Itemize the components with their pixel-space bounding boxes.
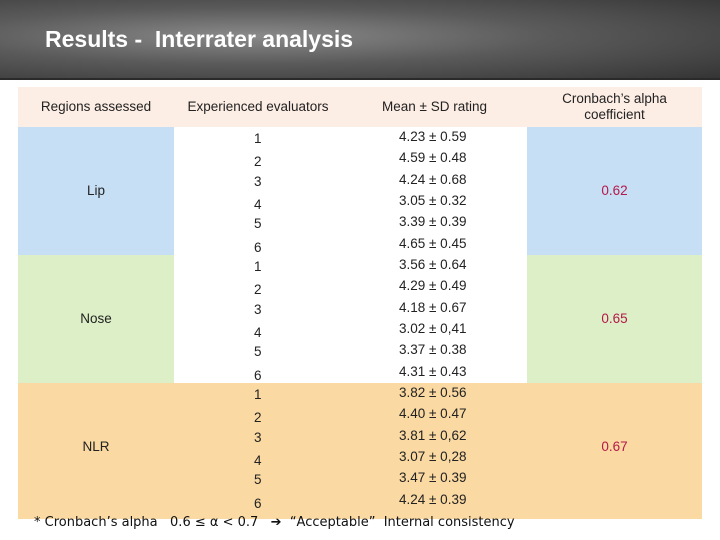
mean-sd-rating: 4.18 ± 0.67 <box>399 299 467 315</box>
evaluator-number: 3 <box>254 173 262 189</box>
region-label: Lip <box>86 182 105 198</box>
mean-sd-rating: 3.02 ± 0,41 <box>399 320 467 336</box>
mean-sd-rating: 3.81 ± 0,62 <box>399 427 467 443</box>
header-row-background <box>18 87 702 127</box>
mean-sd-rating: 4.24 ± 0.68 <box>399 171 467 187</box>
evaluator-number: 5 <box>254 472 262 488</box>
mean-sd-rating: 4.29 ± 0.49 <box>399 278 467 294</box>
alpha-value: 0.65 <box>601 310 628 326</box>
header-mean-sd-rating: Mean ± SD rating <box>382 99 487 114</box>
evaluator-number: 5 <box>254 344 262 360</box>
region-lip-background <box>18 127 174 255</box>
evaluator-number: 4 <box>254 324 262 340</box>
evaluator-number: 3 <box>254 301 262 317</box>
mean-sd-rating: 4.59 ± 0.48 <box>399 150 467 166</box>
evaluator-number: 6 <box>254 367 262 383</box>
mean-sd-rating: 3.56 ± 0.64 <box>399 256 467 272</box>
alpha-value: 0.62 <box>601 182 628 198</box>
header-regions-assessed: Regions assessed <box>40 99 152 114</box>
mean-sd-rating: 4.40 ± 0.47 <box>399 406 467 422</box>
region-label: NLR <box>82 438 110 454</box>
alpha-nlr-background <box>527 382 702 519</box>
header-cronbach-alpha: Cronbach’s alpha coefficient <box>562 91 667 122</box>
mean-sd-rating: 3.39 ± 0.39 <box>399 214 467 230</box>
region-nlr-background <box>18 382 174 519</box>
mean-sd-rating: 3.07 ± 0,28 <box>399 448 467 464</box>
mean-sd-rating: 3.47 ± 0.39 <box>399 470 467 486</box>
evaluator-number: 2 <box>254 154 262 170</box>
evaluator-number: 2 <box>254 410 262 426</box>
mean-sd-rating: 3.05 ± 0.32 <box>399 192 467 208</box>
mean-sd-rating: 4.24 ± 0.39 <box>399 491 467 507</box>
mean-sd-rating: 4.65 ± 0.45 <box>399 235 467 251</box>
evaluator-number: 4 <box>254 452 262 468</box>
mean-sd-rating: 4.23 ± 0.59 <box>399 129 467 144</box>
evaluator-number: 1 <box>254 131 262 146</box>
alpha-lip-background <box>527 127 702 255</box>
mean-sd-rating: 3.37 ± 0.38 <box>399 342 467 358</box>
evaluator-number: 4 <box>254 196 262 212</box>
region-nose-background <box>18 254 174 383</box>
mean-sd-rating: 3.82 ± 0.56 <box>399 384 467 400</box>
evaluator-number: 6 <box>254 239 262 255</box>
evaluator-number: 5 <box>254 216 262 232</box>
region-label: Nose <box>80 310 112 326</box>
evaluator-number: 1 <box>254 386 262 402</box>
title-bar: Results - Interrater analysis <box>0 0 720 80</box>
evaluator-number: 3 <box>254 429 262 445</box>
mean-sd-rating: 4.31 ± 0.43 <box>399 363 467 379</box>
alpha-value: 0.67 <box>601 438 628 454</box>
evaluator-number: 2 <box>254 282 262 298</box>
header-experienced-evaluators: Experienced evaluators <box>187 99 329 114</box>
footnote: * Cronbach’s alpha 0.6 ≤ α < 0.7 ➔ “Acce… <box>34 515 515 530</box>
alpha-nose-background <box>527 254 702 383</box>
slide-title: Results - Interrater analysis <box>45 26 354 52</box>
nlr-middle-background <box>174 382 527 519</box>
evaluator-number: 6 <box>254 495 262 511</box>
evaluator-number: 1 <box>254 258 262 274</box>
